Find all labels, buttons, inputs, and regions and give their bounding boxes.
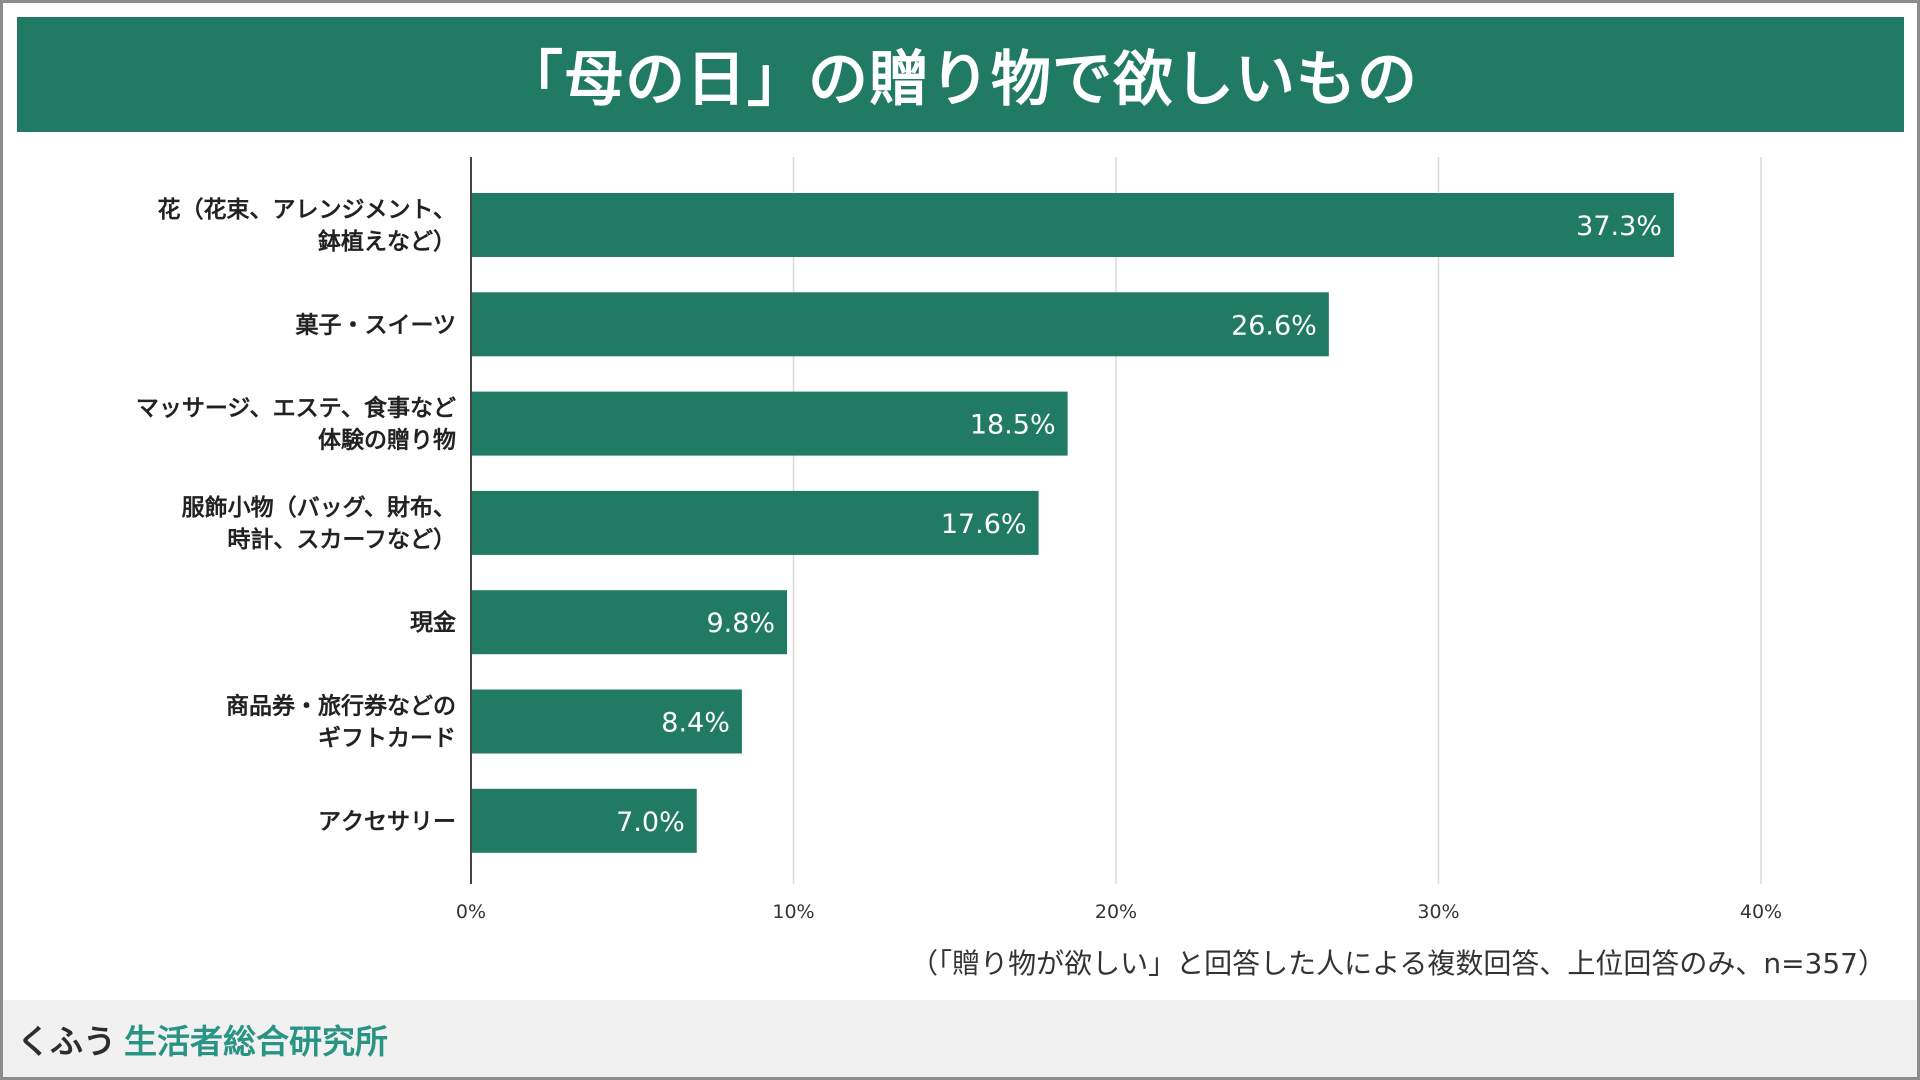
value-label: 18.5% — [970, 410, 1056, 441]
value-label: 7.0% — [616, 807, 685, 838]
bar — [471, 193, 1674, 257]
title-bar: 「母の日」の贈り物で欲しいもの — [17, 17, 1904, 132]
footer: くふう 生活者総合研究所 — [3, 1000, 1917, 1077]
category-label: 鉢植えなど） — [318, 228, 456, 255]
category-label: アクセサリー — [318, 809, 456, 835]
category-label: 花（花束、アレンジメント、 — [157, 196, 456, 223]
category-label: 菓子・スイーツ — [294, 312, 456, 338]
brand-subtitle: 生活者総合研究所 — [124, 1021, 388, 1061]
tick-label: 30% — [1417, 901, 1459, 923]
bar — [471, 590, 788, 655]
category-label: 商品券・旅行券などの — [226, 693, 456, 720]
tick-label: 20% — [1095, 901, 1137, 923]
value-label: 26.6% — [1231, 310, 1317, 341]
category-label: マッサージ、エステ、食事など — [136, 395, 456, 422]
chart-note: （「贈り物が欲しい」と回答した人による複数回答、上位回答のみ、n=357） — [910, 947, 1886, 980]
bar — [471, 788, 697, 853]
brand-name: くふう — [17, 1021, 116, 1061]
category-label: 服飾小物（バッグ、財布、 — [182, 494, 456, 521]
category-label: ギフトカード — [318, 726, 456, 752]
value-label: 9.8% — [706, 608, 775, 639]
tick-label: 0% — [456, 901, 486, 923]
value-label: 37.3% — [1576, 211, 1662, 242]
tick-label: 40% — [1740, 901, 1782, 923]
value-label: 8.4% — [661, 708, 730, 739]
category-label: 時計、スカーフなど） — [227, 526, 456, 553]
bar — [471, 689, 742, 754]
category-label: 体験の贈り物 — [318, 427, 456, 454]
category-label: 現金 — [410, 609, 457, 636]
chart-title: 「母の日」の贈り物で欲しいもの — [503, 45, 1418, 115]
value-label: 17.6% — [941, 509, 1027, 540]
bar — [471, 490, 1039, 555]
bar — [471, 292, 1329, 357]
bar-chart: 0% 10% 20% 30% 40% 37.3% 花（花束、アレンジメント、鉢植えなど） 26… — [136, 157, 1782, 923]
bar — [471, 391, 1068, 456]
tick-label: 10% — [772, 901, 814, 923]
